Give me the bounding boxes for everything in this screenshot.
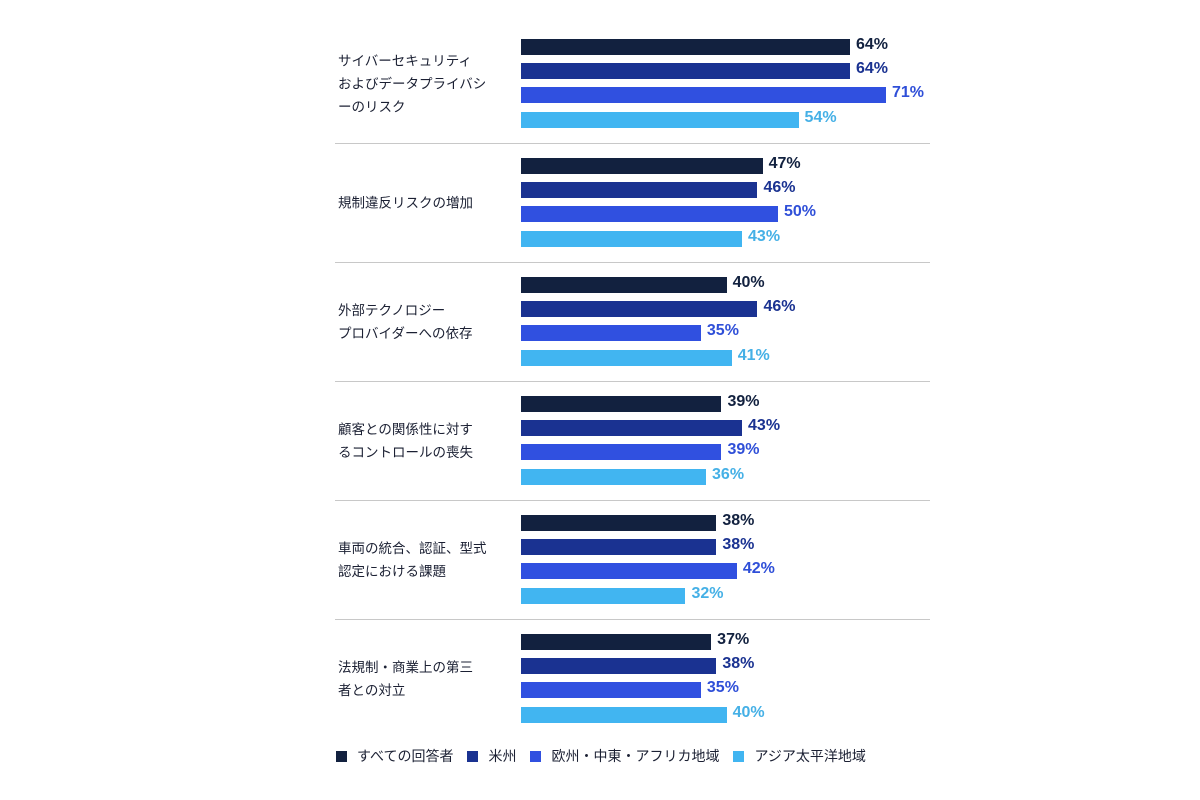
bar (521, 182, 758, 199)
data-label: 71% (891, 84, 924, 102)
bar (521, 444, 722, 461)
bar (521, 39, 850, 55)
data-label: 39% (727, 441, 760, 459)
legend-item: すべての回答者 (336, 746, 453, 766)
legend: すべての回答者 米州 欧州・中東・アフリカ地域 アジア太平洋地域 (336, 746, 880, 766)
data-label: 43% (748, 417, 781, 435)
data-label: 35% (706, 322, 739, 340)
bar (521, 325, 701, 342)
bar (521, 682, 701, 699)
data-label: 54% (804, 108, 837, 126)
category-group: 車両の統合、認証、型式 認定における課題 38% 38% 42% 32% (335, 501, 930, 620)
legend-label: 欧州・中東・アフリカ地域 (551, 749, 720, 765)
data-label: 50% (784, 203, 817, 221)
data-label: 40% (732, 703, 765, 721)
category-label: サイバーセキュリティ およびデータプライバシ ーのリスク (338, 53, 487, 115)
data-label: 64% (855, 60, 888, 78)
category-group: サイバーセキュリティ およびデータプライバシ ーのリスク 64% 64% 71% 54% (335, 25, 930, 144)
bar (521, 468, 707, 485)
category-label: 規制違反リスクの増加 (338, 195, 473, 211)
data-label: 37% (717, 631, 750, 648)
bar (521, 301, 758, 318)
category-label: 顧客との関係性に対す るコントロールの喪失 (338, 421, 473, 461)
data-label: 42% (742, 560, 775, 578)
bar (521, 111, 799, 128)
divider (335, 262, 930, 263)
category-group: 顧客との関係性に対す るコントロールの喪失 39% 43% 39% 36% (335, 382, 930, 501)
bar (521, 658, 717, 675)
bar (521, 230, 743, 247)
bar (521, 515, 717, 531)
bar (521, 539, 717, 556)
category-label: 車両の統合、認証、型式 認定における課題 (338, 540, 487, 580)
category-group: 外部テクノロジー プロバイダーへの依存 40% 46% 35% 41% (335, 263, 930, 382)
legend-label: アジア太平洋地域 (754, 749, 866, 765)
data-label: 46% (763, 179, 796, 197)
bar (521, 63, 850, 80)
data-label: 40% (732, 274, 765, 291)
data-label: 43% (748, 227, 781, 245)
data-label: 64% (855, 36, 888, 53)
data-label: 47% (768, 155, 801, 172)
bar (521, 206, 778, 223)
data-label: 46% (763, 298, 796, 316)
bar (521, 706, 727, 723)
legend-swatch (530, 750, 542, 762)
legend-label: すべての回答者 (357, 749, 454, 765)
bar (521, 158, 763, 174)
bar (521, 420, 743, 437)
bar (521, 396, 722, 412)
data-label: 38% (722, 655, 755, 673)
divider (335, 500, 930, 501)
data-label: 38% (722, 512, 755, 529)
bar (521, 563, 737, 580)
bar (521, 587, 686, 604)
data-label: 39% (727, 393, 760, 410)
divider (335, 381, 930, 382)
category-label: 法規制・商業上の第三 者との対立 (338, 659, 473, 699)
divider (335, 143, 930, 144)
bar (521, 87, 886, 104)
legend-item: アジア太平洋地域 (733, 746, 866, 766)
data-label: 35% (706, 679, 739, 697)
legend-item: 欧州・中東・アフリカ地域 (530, 746, 719, 766)
legend-swatch (733, 750, 745, 762)
data-label: 32% (691, 584, 724, 602)
bar (521, 634, 712, 650)
legend-swatch (467, 750, 479, 762)
data-label: 38% (722, 536, 755, 554)
category-group: 法規制・商業上の第三 者との対立 37% 38% 35% 40% (335, 620, 930, 739)
bar (521, 277, 727, 293)
category-label: 外部テクノロジー プロバイダーへの依存 (338, 302, 473, 342)
category-group: 規制違反リスクの増加 47% 46% 50% 43% (335, 144, 930, 263)
legend-label: 米州 (488, 749, 517, 765)
data-label: 36% (712, 465, 745, 483)
legend-item: 米州 (467, 746, 516, 766)
divider (335, 619, 930, 620)
bar (521, 349, 732, 366)
legend-swatch (336, 750, 347, 762)
data-label: 41% (737, 346, 770, 364)
